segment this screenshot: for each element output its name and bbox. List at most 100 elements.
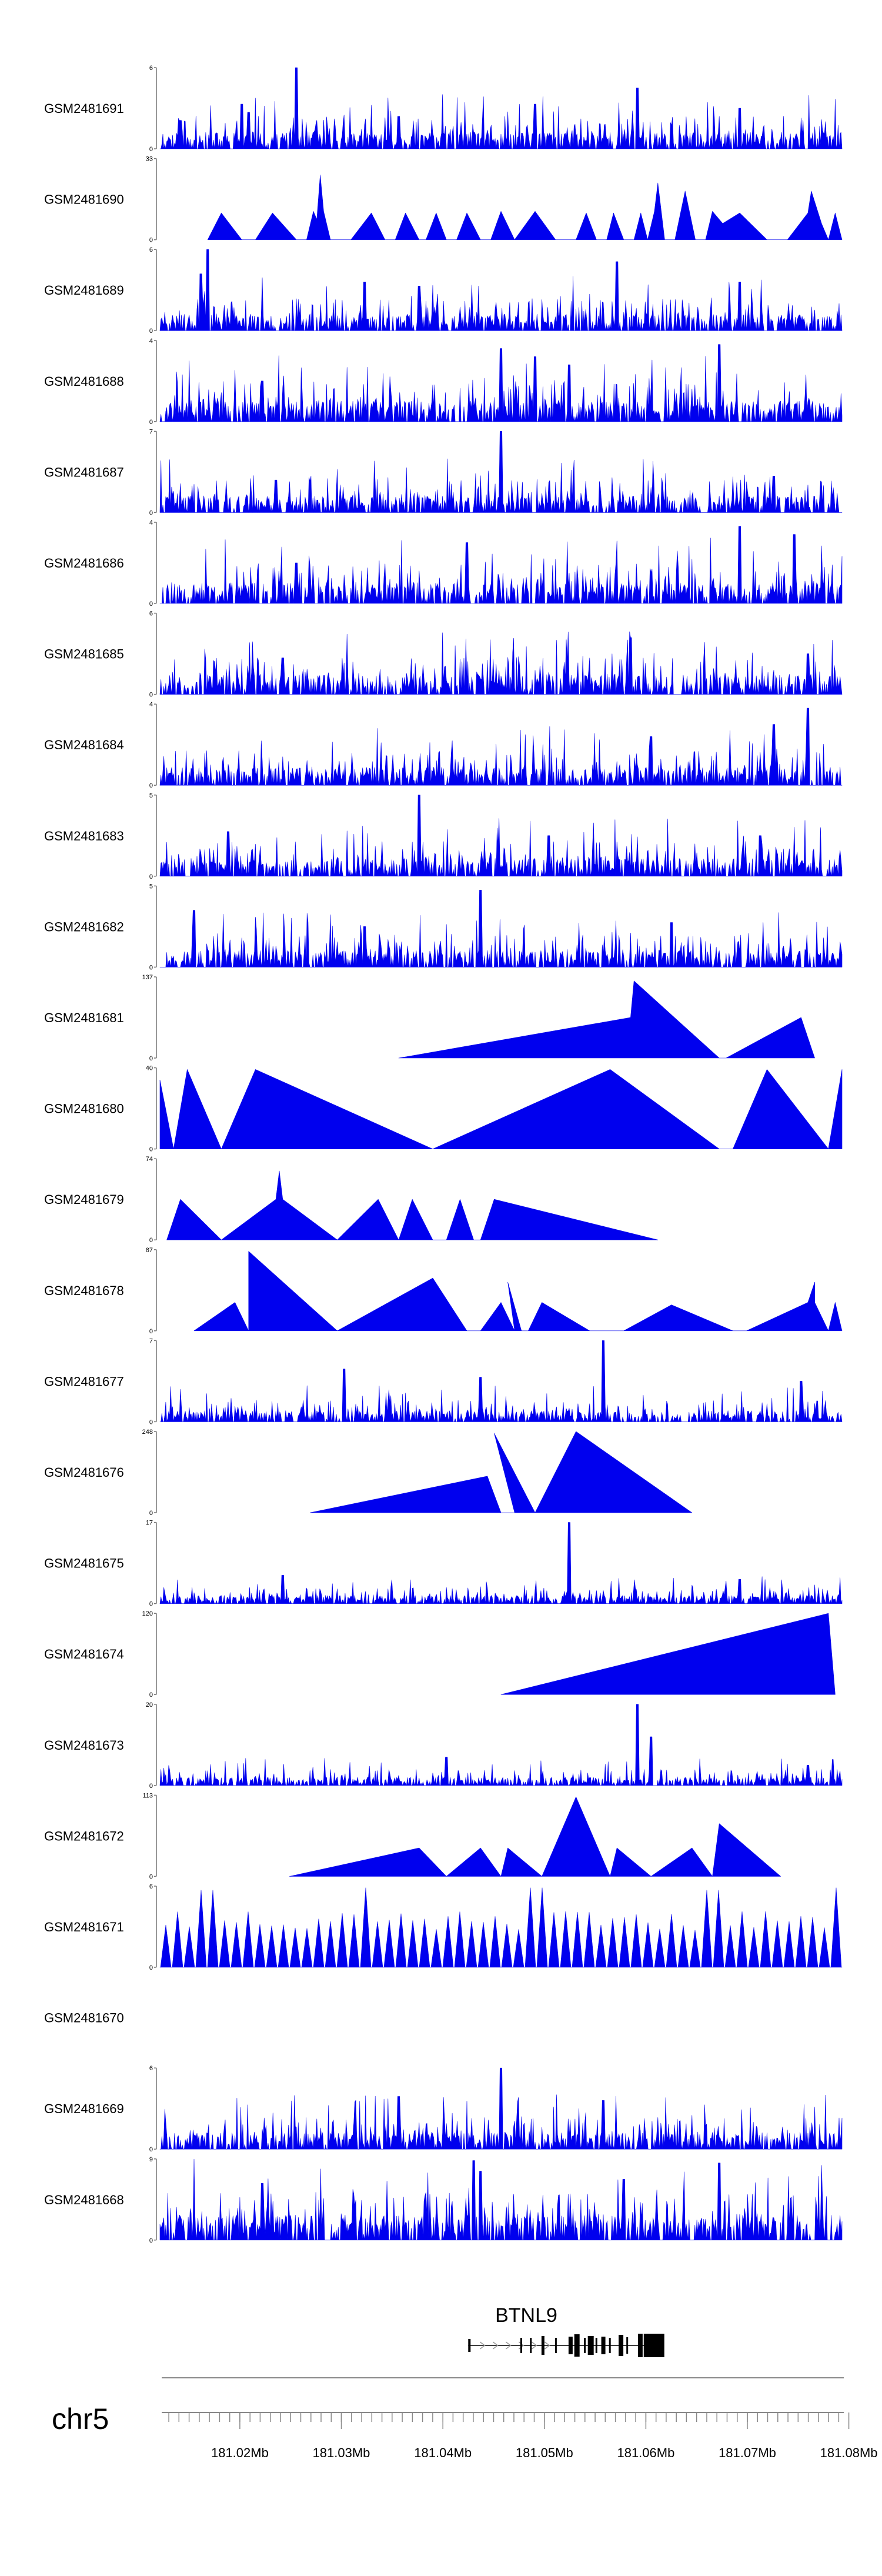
track-GSM2481687: GSM2481687 7 0 bbox=[44, 428, 843, 516]
y-tick-min-label: 0 bbox=[149, 1691, 153, 1699]
strand-arrow bbox=[505, 2341, 512, 2350]
y-tick-max-label: 7 bbox=[149, 428, 153, 435]
y-tick-min-label: 0 bbox=[149, 146, 153, 153]
y-tick-max-label: 4 bbox=[149, 338, 153, 345]
coverage-area bbox=[159, 1340, 843, 1422]
y-tick-max-label: 5 bbox=[149, 883, 153, 890]
track-GSM2481690: GSM2481690 33 0 bbox=[44, 156, 843, 244]
track-label: GSM2481689 bbox=[44, 283, 124, 298]
track-label: GSM2481672 bbox=[44, 1828, 124, 1843]
track-label: GSM2481676 bbox=[44, 1465, 124, 1480]
gene-exon bbox=[619, 2335, 624, 2356]
y-tick-min-label: 0 bbox=[149, 1783, 153, 1790]
strand-arrow bbox=[492, 2341, 499, 2350]
coverage-area bbox=[159, 1704, 843, 1786]
track-GSM2481679: GSM2481679 74 0 bbox=[44, 1156, 659, 1244]
coverage-area bbox=[398, 980, 815, 1059]
gene-exon bbox=[626, 2337, 629, 2354]
y-tick-max-label: 120 bbox=[142, 1610, 153, 1617]
y-tick-max-label: 113 bbox=[142, 1792, 153, 1799]
track-GSM2481673: GSM2481673 20 0 bbox=[44, 1701, 843, 1790]
strand-arrow bbox=[544, 2341, 550, 2350]
chromosome-label: chr5 bbox=[52, 2403, 109, 2435]
coverage-area bbox=[159, 1887, 843, 1968]
track-label: GSM2481671 bbox=[44, 1920, 124, 1934]
y-tick-max-label: 20 bbox=[146, 1701, 153, 1709]
y-tick-min-label: 0 bbox=[149, 1510, 153, 1517]
track-label: GSM2481681 bbox=[44, 1010, 124, 1025]
gene-exon bbox=[643, 2334, 664, 2357]
y-tick-min-label: 0 bbox=[149, 2237, 153, 2244]
track-GSM2481688: GSM2481688 4 0 bbox=[44, 338, 843, 426]
track-label: GSM2481684 bbox=[44, 738, 124, 752]
track-GSM2481689: GSM2481689 6 0 bbox=[44, 246, 843, 335]
coverage-area bbox=[166, 1170, 659, 1240]
track-GSM2481680: GSM2481680 40 0 bbox=[44, 1065, 843, 1153]
gene-exon bbox=[584, 2338, 586, 2353]
gene-exon bbox=[601, 2337, 606, 2354]
axis-tick-label: 181.04Mb bbox=[414, 2445, 472, 2460]
track-label: GSM2481688 bbox=[44, 374, 124, 389]
track-label: GSM2481673 bbox=[44, 1738, 124, 1753]
track-label: GSM2481669 bbox=[44, 2101, 124, 2116]
y-tick-max-label: 6 bbox=[149, 610, 153, 618]
gene-exon bbox=[568, 2337, 573, 2354]
track-GSM2481683: GSM2481683 5 0 bbox=[44, 792, 843, 880]
track-label: GSM2481687 bbox=[44, 465, 124, 479]
gene-exon bbox=[587, 2336, 594, 2355]
y-tick-min-label: 0 bbox=[149, 1237, 153, 1244]
track-GSM2481668: GSM2481668 9 0 bbox=[44, 2156, 843, 2244]
y-tick-min-label: 0 bbox=[149, 419, 153, 426]
track-GSM2481670: GSM2481670 bbox=[44, 2011, 124, 2026]
coverage-area bbox=[159, 631, 843, 695]
track-GSM2481678: GSM2481678 87 0 bbox=[44, 1247, 843, 1335]
coverage-area bbox=[500, 1613, 836, 1695]
coverage-area bbox=[159, 1522, 843, 1604]
coverage-area bbox=[207, 174, 843, 240]
y-tick-min-label: 0 bbox=[149, 1328, 153, 1335]
gene-exon bbox=[520, 2338, 522, 2353]
coverage-area bbox=[159, 708, 843, 786]
axis-tick-label: 181.03Mb bbox=[313, 2445, 370, 2460]
data-tracks: GSM248169160GSM2481690330GSM248168960GSM… bbox=[44, 65, 843, 2244]
track-GSM2481671: GSM2481671 6 0 bbox=[44, 1883, 843, 1971]
track-label: GSM2481678 bbox=[44, 1283, 124, 1298]
track-GSM2481682: GSM2481682 5 0 bbox=[44, 883, 843, 971]
y-tick-min-label: 0 bbox=[149, 1146, 153, 1153]
y-tick-min-label: 0 bbox=[149, 1873, 153, 1880]
strand-arrow bbox=[479, 2341, 486, 2350]
y-tick-max-label: 6 bbox=[149, 246, 153, 253]
coverage-area bbox=[159, 1069, 843, 1149]
track-label: GSM2481682 bbox=[44, 919, 124, 934]
coverage-area bbox=[159, 344, 843, 422]
y-tick-max-label: 6 bbox=[149, 65, 153, 72]
track-GSM2481686: GSM2481686 4 0 bbox=[44, 519, 843, 608]
y-tick-max-label: 5 bbox=[149, 792, 153, 799]
track-label: GSM2481668 bbox=[44, 2193, 124, 2207]
track-GSM2481685: GSM2481685 6 0 bbox=[44, 610, 843, 699]
track-label: GSM2481685 bbox=[44, 647, 124, 662]
y-tick-min-label: 0 bbox=[149, 964, 153, 971]
track-GSM2481676: GSM2481676 248 0 bbox=[44, 1429, 693, 1517]
gene-label: BTNL9 bbox=[495, 2304, 557, 2327]
y-tick-max-label: 87 bbox=[146, 1247, 153, 1254]
track-GSM2481674: GSM2481674 120 0 bbox=[44, 1610, 836, 1699]
y-tick-min-label: 0 bbox=[149, 1055, 153, 1062]
axis-tick-label: 181.05Mb bbox=[516, 2445, 573, 2460]
y-tick-min-label: 0 bbox=[149, 782, 153, 789]
track-GSM2481684: GSM2481684 4 0 bbox=[44, 701, 843, 789]
gene-exon bbox=[468, 2339, 471, 2352]
gene-exon bbox=[609, 2338, 611, 2353]
track-GSM2481675: GSM2481675 17 0 bbox=[44, 1520, 843, 1608]
y-tick-min-label: 0 bbox=[149, 1419, 153, 1426]
y-tick-max-label: 17 bbox=[146, 1520, 153, 1527]
gene-model-track: BTNL9 bbox=[468, 2304, 664, 2357]
coverage-area bbox=[159, 249, 843, 331]
coverage-area bbox=[159, 2067, 843, 2150]
strand-arrow bbox=[531, 2341, 537, 2350]
coverage-area bbox=[159, 431, 843, 513]
track-label: GSM2481690 bbox=[44, 192, 124, 207]
track-GSM2481669: GSM2481669 6 0 bbox=[44, 2065, 843, 2153]
track-label: GSM2481680 bbox=[44, 1102, 124, 1116]
